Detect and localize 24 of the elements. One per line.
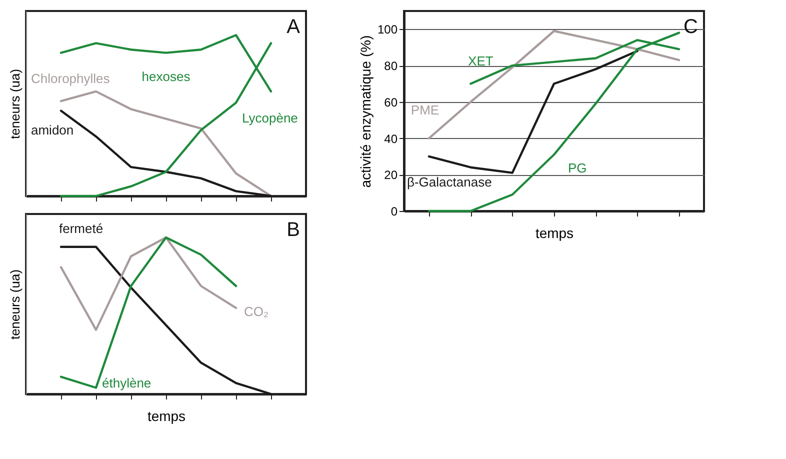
series-label: éthylène: [102, 376, 152, 391]
series-label: β-Galactanase: [407, 174, 492, 190]
series-label: hexoses: [142, 68, 191, 84]
series-label: PG: [568, 160, 587, 176]
y-axis-title: teneurs (ua): [8, 68, 22, 140]
series-label: Lycopène: [242, 110, 298, 126]
series-label: amidon: [31, 122, 74, 138]
x-axis-title: temps: [147, 408, 186, 424]
series-label: CO₂: [244, 304, 269, 319]
y-tick-label: 80: [384, 59, 398, 74]
series-label: fermeté: [59, 220, 104, 236]
y-tick-label: 40: [384, 132, 398, 146]
y-tick-label: 100: [377, 22, 398, 37]
series-label: PME: [410, 102, 440, 118]
y-tick-label: 0: [390, 204, 398, 218]
annotation: A: [286, 16, 301, 38]
y-axis-title: activité enzymatique (%): [357, 35, 374, 188]
series-label: XET: [468, 54, 494, 69]
annotation: B: [286, 219, 300, 241]
x-axis-title: temps: [535, 225, 574, 241]
y-axis-title: teneurs (ua): [8, 269, 22, 340]
y-tick-label: 20: [384, 168, 398, 182]
series-label: Chlorophylles: [31, 71, 110, 86]
y-tick-label: 60: [384, 95, 398, 110]
